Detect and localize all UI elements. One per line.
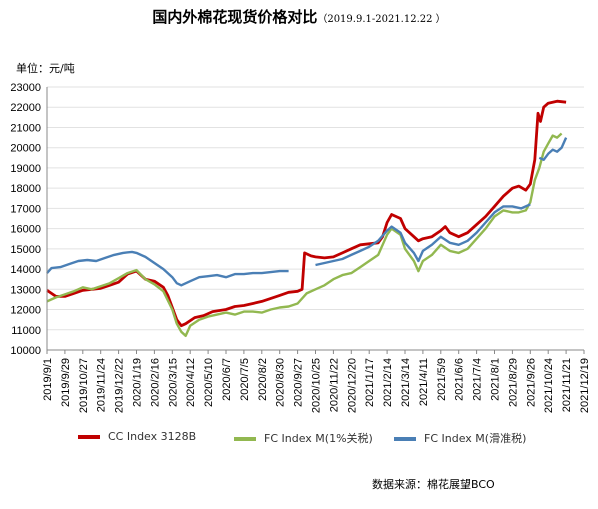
series-line-1	[46, 132, 563, 337]
x-tick-label: 2021/11/21	[561, 358, 573, 412]
y-tick-label: 13000	[10, 284, 41, 296]
y-tick-label: 23000	[10, 82, 41, 94]
x-tick-label: 2021/5/9	[436, 358, 448, 401]
x-tick-label: 2021/12/19	[579, 358, 591, 413]
x-tick-label: 2019/9/1	[42, 358, 54, 401]
x-tick-label: 2020/8/2	[257, 358, 269, 401]
x-tick-label: 2019/11/24	[96, 358, 108, 412]
x-tick-label: 2019/9/29	[60, 358, 72, 407]
x-tick-label: 2020/12/20	[346, 358, 358, 413]
x-tick-label: 2020/7/5	[239, 358, 251, 401]
legend-swatch-fc-index-1pct	[234, 437, 256, 441]
legend-item-fc-index-1pct: FC Index M(1%关税)	[234, 430, 373, 446]
series-line-2	[46, 250, 289, 287]
legend: CC Index 3128B FC Index M(1%关税) FC Index…	[0, 430, 598, 452]
x-tick-label: 2021/8/29	[507, 358, 519, 407]
chart-title: 国内外棉花现货价格对比（2019.9.1-2021.12.22 ）	[0, 6, 598, 27]
y-tick-label: 22000	[10, 102, 41, 114]
grid-lines	[47, 86, 584, 331]
y-tick-label: 14000	[10, 264, 41, 276]
x-tick-label: 2020/5/10	[203, 358, 215, 407]
x-tick-label: 2020/10/25	[311, 358, 323, 413]
x-tick-label: 2021/1/17	[364, 358, 376, 407]
legend-label-cc-index: CC Index 3128B	[108, 430, 197, 443]
x-tick-label: 2021/7/4	[472, 358, 484, 401]
legend-swatch-fc-index-sliding	[394, 437, 416, 441]
y-axis-unit-label: 单位：元/吨	[16, 62, 75, 75]
x-tick-label: 2020/4/12	[185, 358, 197, 407]
y-tick-label: 12000	[10, 305, 41, 317]
x-tick-label: 2020/1/19	[132, 358, 144, 407]
x-tick-label: 2020/3/15	[167, 358, 179, 407]
legend-item-cc-index: CC Index 3128B	[78, 430, 196, 443]
x-tick-label: 2021/2/14	[382, 358, 394, 407]
chart-date-range: （2019.9.1-2021.12.22 ）	[317, 14, 446, 25]
x-tick-label: 2020/9/27	[293, 358, 305, 407]
legend-swatch-cc-index	[78, 435, 100, 439]
legend-label-fc-index-sliding: FC Index M(滑准税)	[424, 432, 527, 445]
y-tick-label: 10000	[10, 345, 41, 357]
series-line-3	[315, 203, 531, 267]
legend-item-fc-index-sliding: FC Index M(滑准税)	[394, 430, 526, 446]
legend-label-fc-index-1pct: FC Index M(1%关税)	[264, 432, 373, 445]
y-tick-label: 19000	[10, 163, 41, 175]
x-tick-label: 2021/8/1	[490, 358, 502, 401]
y-tick-label: 21000	[10, 122, 41, 134]
y-axis-ticks: 10000 11000 12000 13000 14000 15000 16000 17000…	[10, 82, 41, 357]
x-axis-ticks: 2019/9/1 2019/9/29 2019/10/27 2019/11/24 201…	[42, 350, 591, 413]
series-line-0	[46, 99, 567, 328]
y-tick-label: 16000	[10, 224, 41, 236]
y-tick-label: 17000	[10, 203, 41, 215]
x-tick-label: 2020/8/30	[275, 358, 287, 407]
line-chart: 10000 11000 12000 13000 14000 15000 16000 17000…	[10, 82, 591, 413]
x-tick-label: 2021/10/24	[543, 358, 555, 413]
x-tick-label: 2021/4/11	[418, 358, 430, 406]
x-tick-label: 2020/11/22	[328, 358, 340, 412]
x-tick-label: 2021/9/26	[525, 358, 537, 407]
x-tick-label: 2020/2/16	[149, 358, 161, 407]
y-tick-label: 18000	[10, 183, 41, 195]
chart-title-main: 国内外棉花现货价格对比	[152, 8, 318, 26]
x-tick-label: 2020/6/7	[221, 358, 233, 401]
y-tick-label: 20000	[10, 143, 41, 155]
data-source-note: 数据来源：棉花展望BCO	[372, 478, 495, 491]
y-tick-label: 11000	[11, 325, 41, 337]
series-line-4	[538, 137, 568, 161]
x-tick-label: 2019/12/22	[114, 358, 126, 413]
series-lines	[46, 99, 568, 337]
x-tick-label: 2021/6/6	[454, 358, 466, 401]
x-tick-label: 2021/3/14	[400, 358, 412, 407]
x-tick-label: 2019/10/27	[78, 358, 90, 413]
y-tick-label: 15000	[10, 244, 41, 256]
